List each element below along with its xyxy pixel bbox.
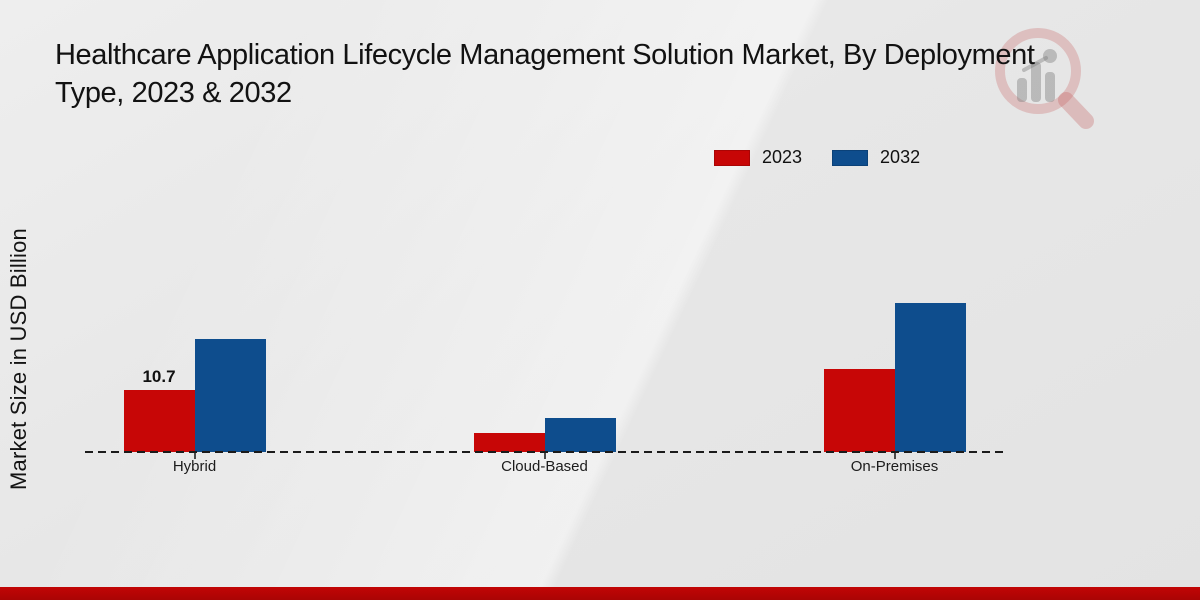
bar-2023-hybrid (123, 390, 195, 452)
legend-label-2023: 2023 (762, 147, 803, 167)
bar-2023-cloud-based (473, 433, 545, 452)
bar-2032-hybrid (194, 339, 266, 452)
y-axis-label: Market Size in USD Billion (6, 228, 31, 490)
legend-item-2023: 2023 (714, 147, 802, 168)
x-axis-baseline (85, 451, 1007, 453)
legend: 2023 2032 (714, 147, 920, 168)
chart-title-line-1: Healthcare Application Lifecycle Managem… (55, 39, 1035, 71)
x-tick-hybrid (193, 452, 196, 459)
x-tick-on-premises (893, 452, 896, 459)
legend-swatch-2023 (714, 149, 750, 166)
bar-2032-on-premises (894, 303, 966, 452)
chart-title: Healthcare Application Lifecycle Managem… (55, 36, 1200, 112)
chart-title-line-2: Type, 2023 & 2032 (55, 77, 292, 109)
bottom-accent-bar (0, 587, 1200, 600)
category-label-cloud-based: Cloud-Based (501, 458, 588, 475)
market-research-future-logo (986, 26, 1104, 149)
legend-label-2032: 2032 (880, 147, 921, 167)
x-tick-cloud-based (543, 452, 546, 459)
magnifier-bar-chart-icon (995, 28, 1094, 129)
category-label-on-premises: On-Premises (850, 458, 939, 475)
legend-item-2032: 2032 (832, 147, 920, 168)
bar-2023-on-premises (823, 369, 895, 452)
bar-2032-cloud-based (544, 418, 616, 452)
bar-value-label-10.7: 10.7 (142, 367, 176, 386)
legend-swatch-2032 (832, 149, 869, 166)
category-label-hybrid: Hybrid (172, 458, 217, 475)
